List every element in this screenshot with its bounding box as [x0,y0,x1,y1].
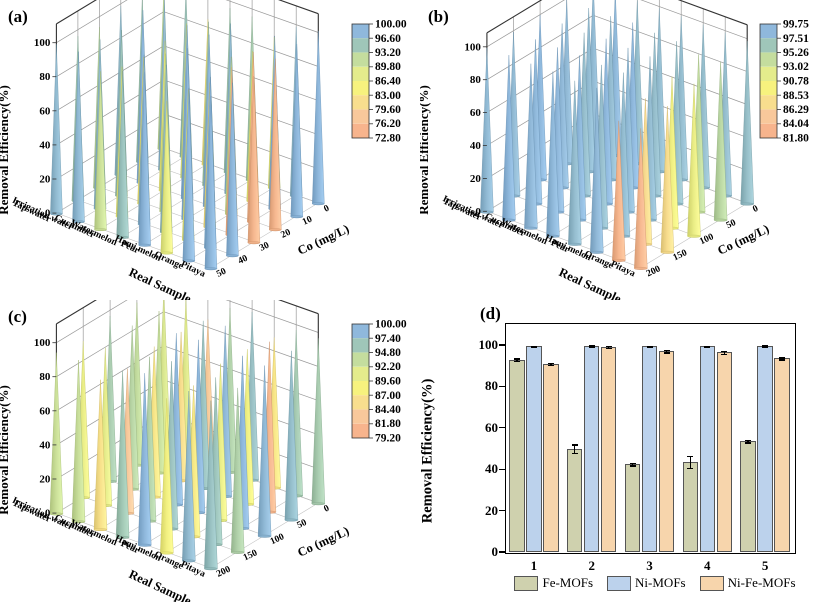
svg-text:95.26: 95.26 [783,47,809,59]
svg-text:(a): (a) [8,7,28,26]
svg-text:83.00: 83.00 [375,90,401,102]
svg-text:72.80: 72.80 [375,133,401,145]
svg-text:99.75: 99.75 [783,19,809,31]
svg-text:81.80: 81.80 [375,418,401,430]
svg-text:93.20: 93.20 [375,47,401,59]
svg-text:20: 20 [39,174,51,186]
svg-text:60: 60 [470,107,482,119]
svg-text:100.00: 100.00 [375,319,407,331]
svg-text:20: 20 [39,474,51,486]
svg-text:Removal Efficiency(%): Removal Efficiency(%) [420,85,431,215]
svg-text:100.00: 100.00 [375,19,407,31]
svg-text:88.53: 88.53 [783,90,809,102]
svg-text:94.80: 94.80 [375,347,401,359]
svg-text:(c): (c) [8,307,27,326]
svg-text:89.80: 89.80 [375,61,401,73]
svg-text:96.60: 96.60 [375,33,401,45]
svg-text:100: 100 [34,37,51,49]
svg-text:(b): (b) [428,7,449,26]
svg-text:86.40: 86.40 [375,76,401,88]
svg-text:87.00: 87.00 [375,390,401,402]
svg-text:Removal Efficiency(%): Removal Efficiency(%) [0,85,11,215]
svg-text:60: 60 [39,105,51,117]
svg-text:80: 80 [39,71,51,83]
svg-text:76.20: 76.20 [375,118,401,130]
svg-text:92.20: 92.20 [375,361,401,373]
svg-text:79.60: 79.60 [375,104,401,116]
svg-text:97.40: 97.40 [375,333,401,345]
svg-text:79.20: 79.20 [375,433,401,445]
svg-text:Removal Efficiency(%): Removal Efficiency(%) [0,385,11,515]
svg-text:40: 40 [39,139,51,151]
svg-text:80: 80 [470,74,482,86]
svg-text:80: 80 [39,371,51,383]
svg-text:20: 20 [470,173,482,185]
svg-text:90.78: 90.78 [783,76,809,88]
svg-text:84.04: 84.04 [783,118,809,130]
svg-text:100: 100 [464,41,481,53]
svg-text:84.40: 84.40 [375,404,401,416]
svg-text:60: 60 [39,405,51,417]
svg-text:40: 40 [470,140,482,152]
svg-text:86.29: 86.29 [783,104,809,116]
svg-text:93.02: 93.02 [783,61,809,73]
svg-text:40: 40 [39,439,51,451]
svg-text:89.60: 89.60 [375,376,401,388]
svg-text:97.51: 97.51 [783,33,809,45]
svg-text:81.80: 81.80 [783,133,809,145]
svg-text:100: 100 [34,337,51,349]
